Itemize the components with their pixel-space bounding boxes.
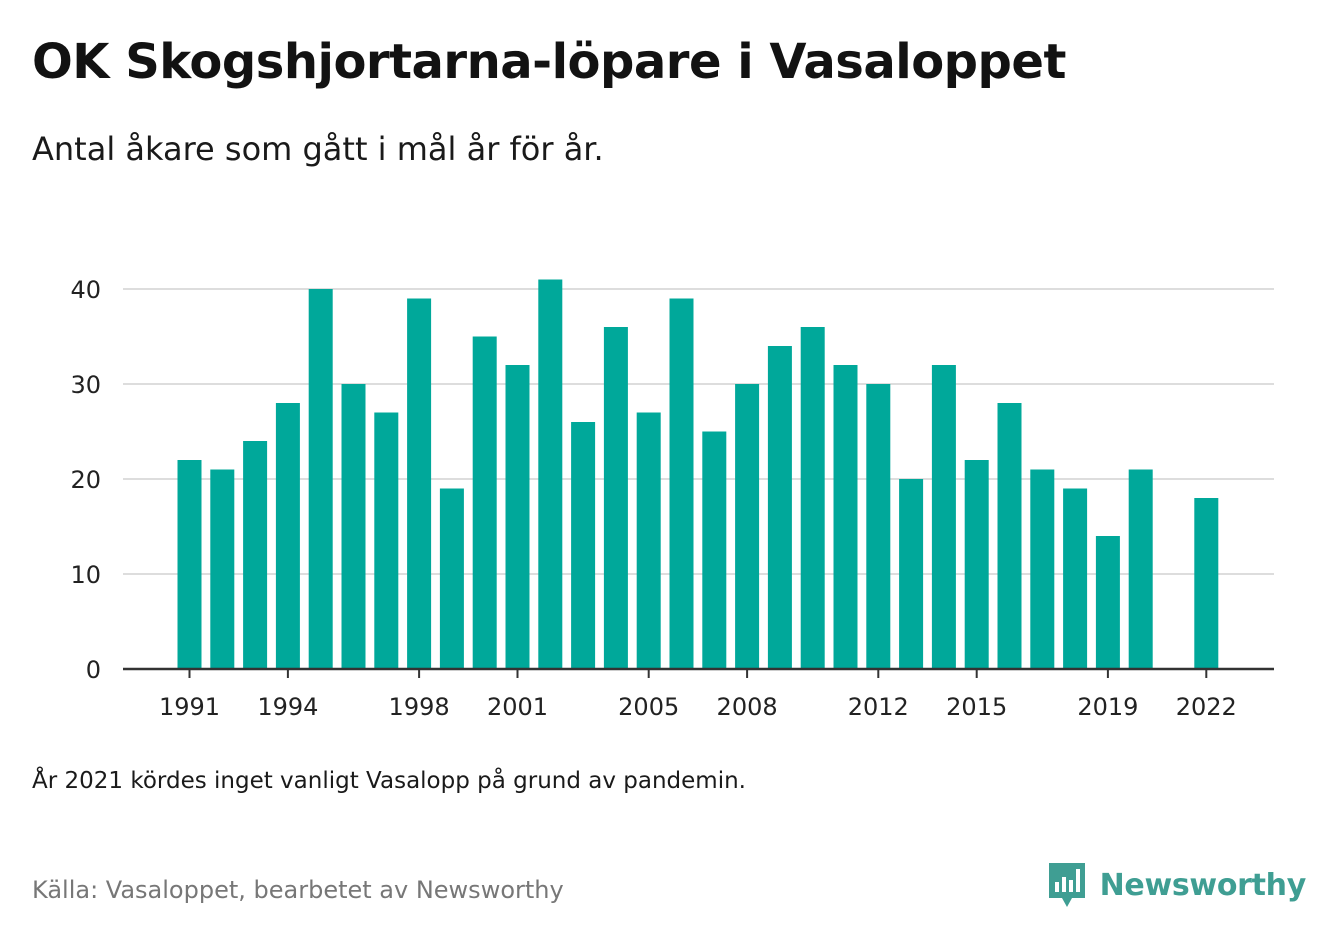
- bar: [833, 365, 858, 669]
- y-tick-label: 30: [70, 371, 101, 399]
- bar: [964, 460, 989, 669]
- bar: [472, 336, 497, 669]
- bar: [899, 479, 924, 669]
- x-tick-label: 1998: [389, 693, 450, 721]
- bar: [1128, 469, 1153, 669]
- chart-subtitle: Antal åkare som gått i mål år för år.: [32, 130, 604, 168]
- bar: [210, 469, 235, 669]
- bar: [931, 365, 956, 669]
- bar: [374, 412, 399, 669]
- x-tick-label: 2012: [848, 693, 909, 721]
- bar: [1194, 498, 1219, 669]
- source-credit: Källa: Vasaloppet, bearbetet av Newswort…: [32, 876, 564, 904]
- bar: [1095, 536, 1120, 669]
- x-tick-label: 2019: [1077, 693, 1138, 721]
- newsworthy-logo-icon: [1048, 863, 1085, 907]
- bar: [177, 460, 202, 669]
- brand-name: Newsworthy: [1099, 867, 1307, 903]
- bar: [669, 298, 694, 669]
- bar: [308, 289, 333, 669]
- y-tick-label: 20: [70, 466, 101, 494]
- bar: [735, 384, 760, 669]
- bar: [407, 298, 432, 669]
- bar: [341, 384, 366, 669]
- bar: [997, 403, 1022, 669]
- bar: [866, 384, 891, 669]
- bar: [767, 346, 792, 669]
- bar: [702, 431, 727, 669]
- y-tick-label: 10: [70, 561, 101, 589]
- y-tick-label: 0: [86, 656, 101, 684]
- bar: [603, 327, 628, 669]
- brand-logo: Newsworthy: [1046, 860, 1306, 910]
- bar: [243, 441, 268, 669]
- y-tick-label: 40: [70, 276, 101, 304]
- x-tick-label: 1991: [159, 693, 220, 721]
- x-tick-label: 2022: [1176, 693, 1237, 721]
- bar: [571, 422, 596, 669]
- bar: [636, 412, 661, 669]
- footnote: År 2021 kördes inget vanligt Vasalopp på…: [32, 768, 746, 794]
- bar: [800, 327, 825, 669]
- x-tick-label: 2008: [717, 693, 778, 721]
- bar-chart: 0 10 20 30 40 1991 1994 1998 2001 2005 2008 2012 201…: [70, 276, 1274, 721]
- bar: [1063, 488, 1088, 669]
- x-tick-label: 2005: [618, 693, 679, 721]
- x-tick-label: 2015: [946, 693, 1007, 721]
- chart-title: OK Skogshjortarna-löpare i Vasaloppet: [32, 34, 1066, 90]
- bar: [439, 488, 464, 669]
- bar: [1030, 469, 1055, 669]
- bar: [275, 403, 300, 669]
- x-tick-label: 2001: [487, 693, 548, 721]
- x-tick-label: 1994: [257, 693, 318, 721]
- bar: [538, 279, 563, 669]
- bar: [505, 365, 530, 669]
